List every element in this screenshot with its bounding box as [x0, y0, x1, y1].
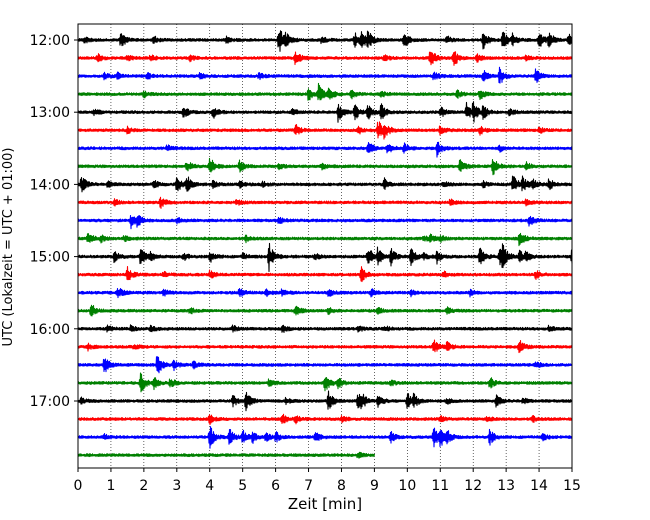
y-tick-label: 16:00: [30, 322, 70, 338]
x-tick-label: 15: [563, 478, 581, 494]
y-tick-label: 15:00: [30, 250, 70, 266]
y-tick-label: 13:00: [30, 105, 70, 121]
seismogram-traces: [77, 30, 573, 459]
seismogram-trace: [77, 372, 573, 393]
seismogram-trace: [77, 242, 573, 273]
x-tick-label: 1: [106, 478, 115, 494]
seismogram-trace: [77, 451, 376, 459]
seismogram-trace: [77, 356, 573, 374]
seismogram-trace: [77, 82, 573, 101]
x-tick-label: 11: [431, 478, 449, 494]
x-tick-label: 8: [337, 478, 346, 494]
y-axis-label: UTC (Lokalzeit = UTC + 01:00): [1, 148, 16, 347]
seismogram-trace: [77, 101, 573, 123]
x-tick-label: 10: [398, 478, 416, 494]
x-tick-label: 6: [271, 478, 280, 494]
seismogram-trace: [77, 266, 573, 283]
x-axis-label: Zeit [min]: [288, 495, 362, 513]
y-tick-label: 17:00: [30, 394, 70, 410]
seismogram-trace: [77, 304, 573, 317]
seismogram-trace: [77, 413, 573, 426]
seismogram-trace: [77, 30, 573, 52]
seismogram-trace: [77, 51, 573, 66]
seismogram-trace: [77, 232, 573, 247]
x-tick-label: 2: [139, 478, 148, 494]
plot-frame: [77, 23, 573, 469]
x-tick-label: 3: [172, 478, 181, 494]
x-tick-label: 7: [304, 478, 313, 494]
seismogram-trace: [77, 196, 573, 209]
seismogram-trace: [77, 141, 573, 158]
seismogram-trace: [77, 121, 573, 140]
seismogram-trace: [77, 157, 573, 176]
vertical-grid: [110, 24, 540, 468]
x-tick-label: 0: [74, 478, 83, 494]
y-tick-label: 14:00: [30, 177, 70, 193]
x-tick-label: 12: [464, 478, 482, 494]
x-axis-ticks: 0 1 2 3 4 5 6 7 8 9 10 11 12 13 14 15: [74, 468, 581, 494]
y-tick-label: 12:00: [30, 33, 70, 49]
seismogram-trace: [77, 390, 573, 412]
x-tick-label: 5: [238, 478, 247, 494]
y-axis-ticks: 12:00 13:00 14:00 15:00 16:00 17:00: [30, 33, 78, 410]
x-tick-label: 9: [370, 478, 379, 494]
seismogram-trace: [77, 426, 573, 449]
seismogram-trace: [77, 324, 573, 334]
seismogram-trace: [77, 175, 573, 193]
seismogram-trace: [77, 66, 573, 84]
seismogram-trace: [77, 287, 573, 299]
seismogram-trace: [77, 339, 573, 354]
x-tick-label: 13: [497, 478, 515, 494]
x-tick-label: 4: [205, 478, 214, 494]
x-tick-label: 14: [530, 478, 548, 494]
seismogram-trace: [77, 215, 573, 230]
